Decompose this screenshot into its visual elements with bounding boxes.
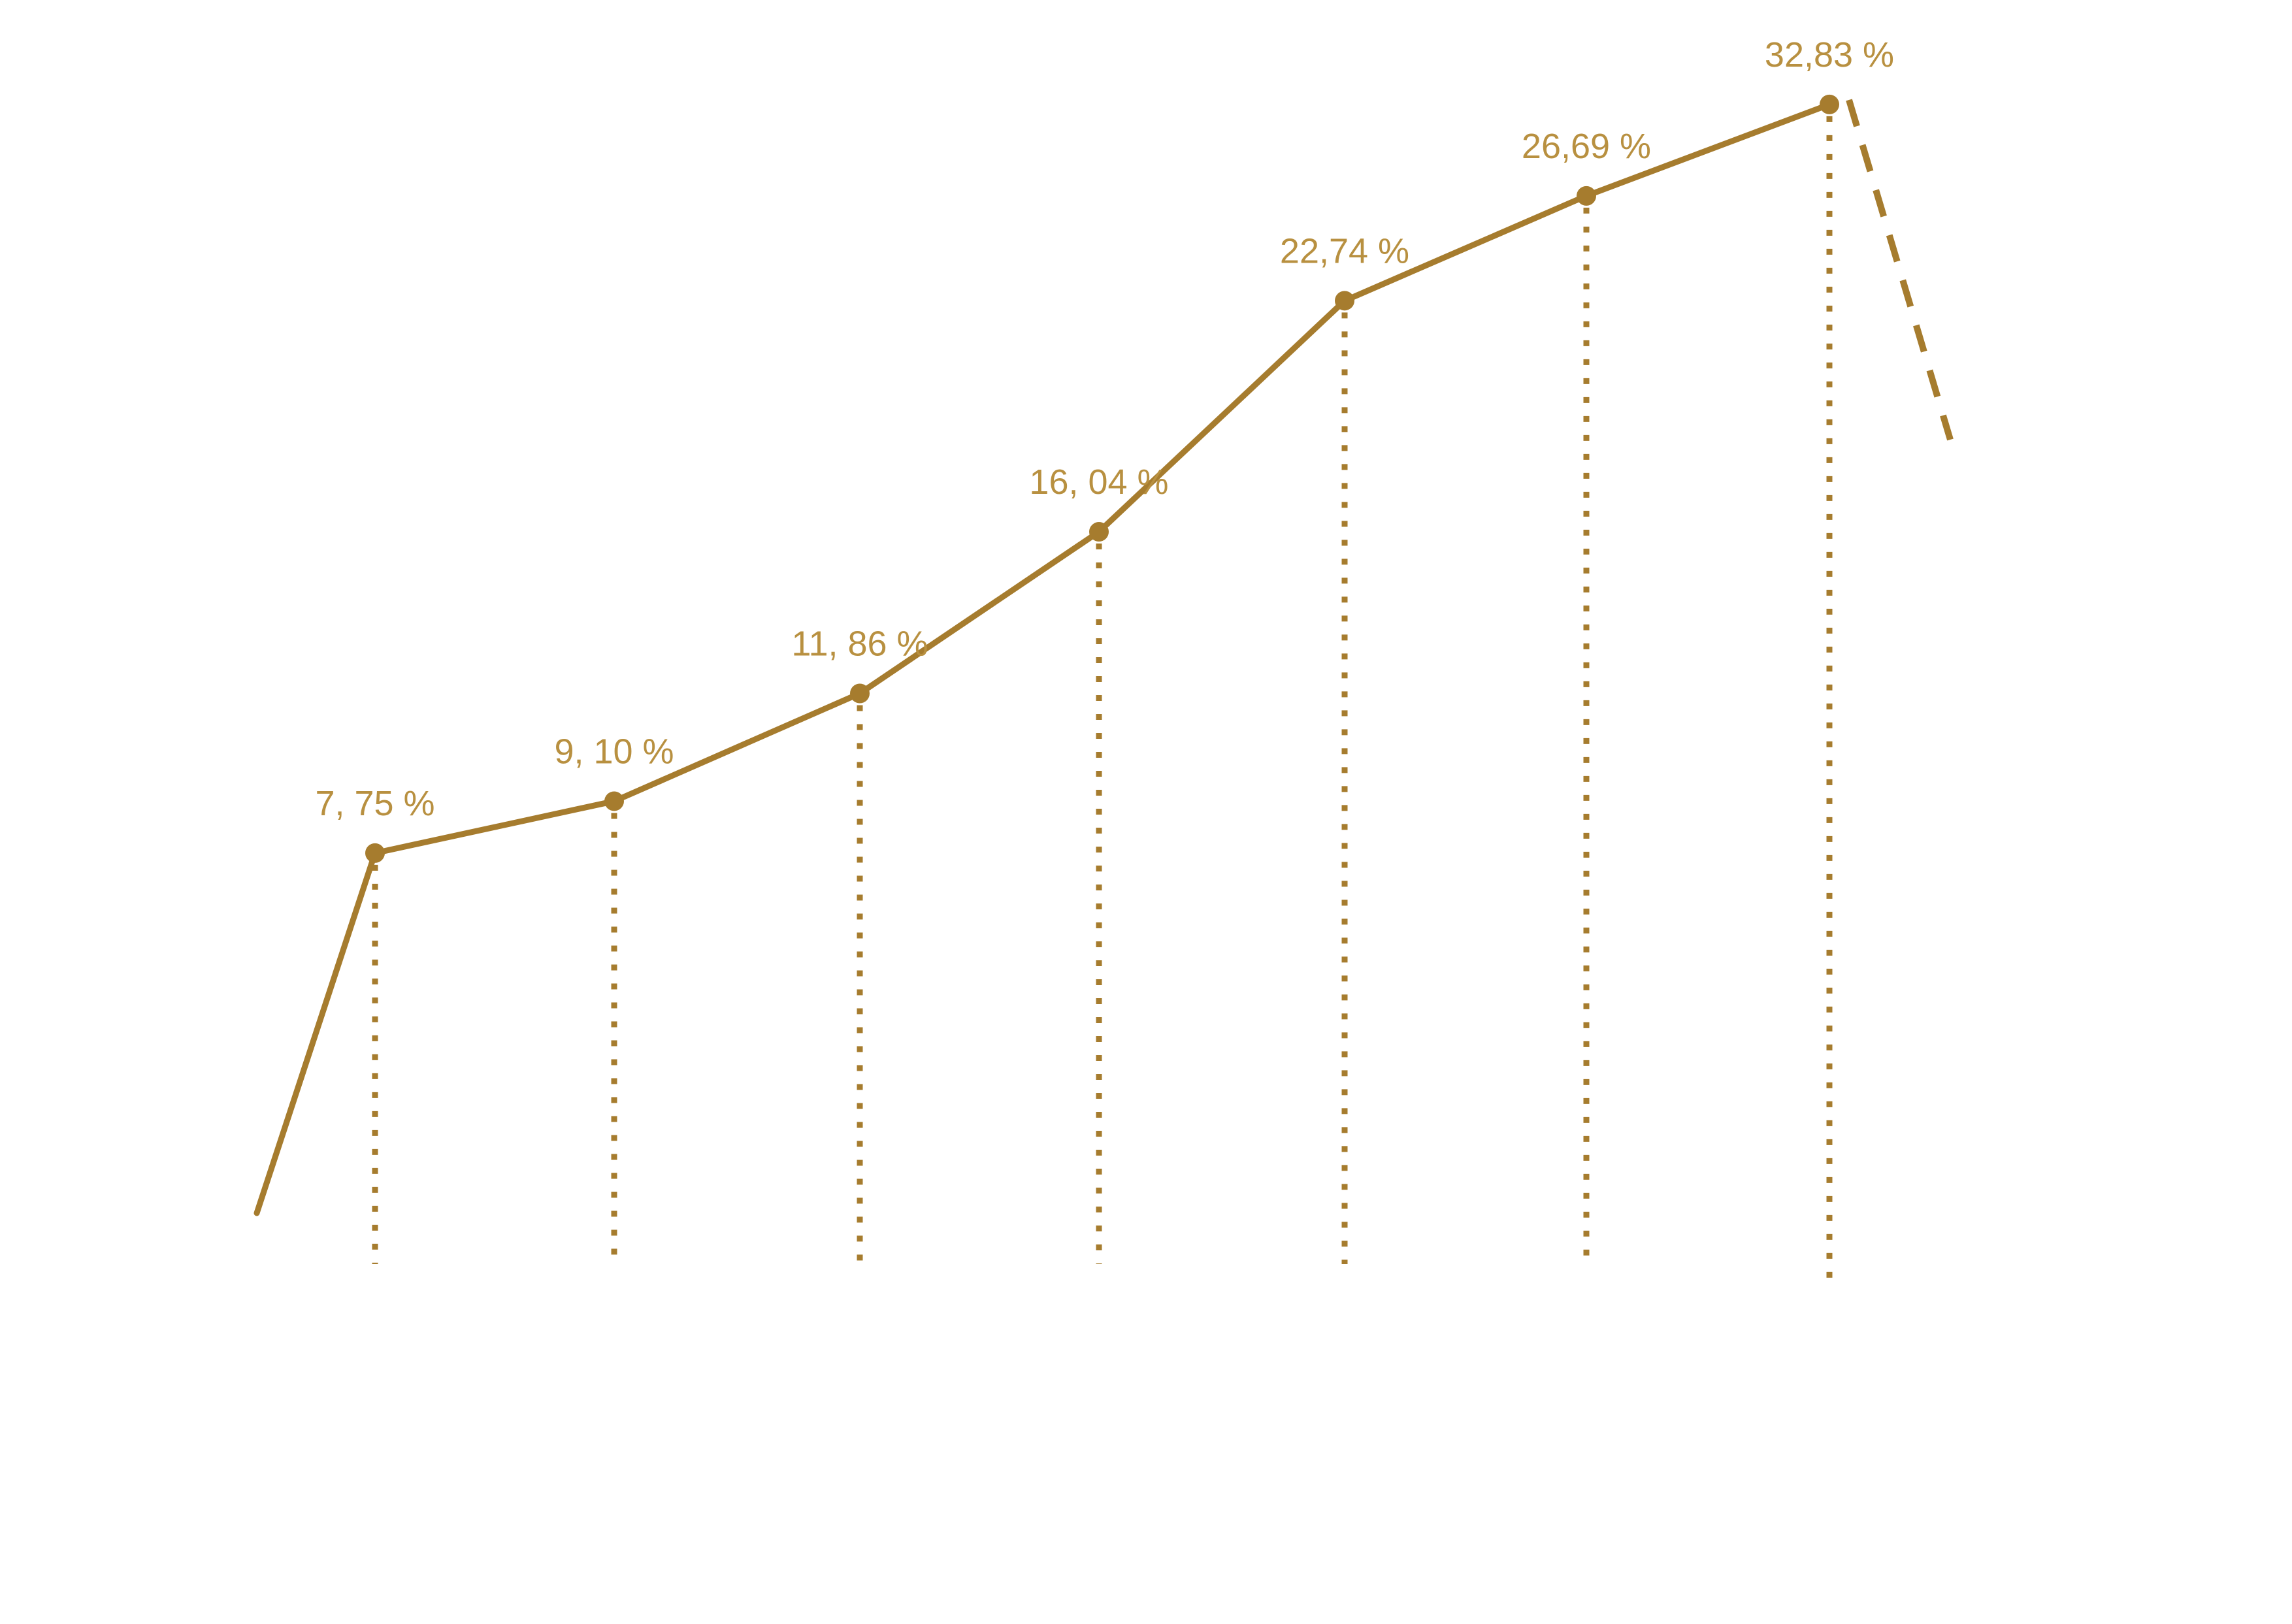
- data-label: 9, 10 %: [554, 732, 674, 771]
- data-point: [1335, 291, 1354, 311]
- data-labels: 7, 75 % 9, 10 % 11, 86 % 16, 04 % 22,74 % 26,…: [315, 35, 1894, 823]
- data-label: 7, 75 %: [315, 784, 434, 823]
- data-point: [1089, 522, 1109, 542]
- drop-lines: [372, 116, 1833, 1284]
- data-label: 22,74 %: [1280, 231, 1409, 270]
- lead-in-segment: [254, 850, 378, 1216]
- series-line: [254, 99, 1954, 1216]
- data-point: [1820, 94, 1839, 114]
- data-point: [850, 683, 870, 704]
- data-label: 11, 86 %: [791, 625, 928, 664]
- data-label: 26,69 %: [1522, 127, 1651, 166]
- data-points: [365, 94, 1839, 863]
- data-label: 32,83 %: [1765, 35, 1894, 74]
- trailing-dashed-segment: [1846, 99, 1954, 441]
- data-point: [604, 791, 624, 811]
- data-point: [1577, 186, 1596, 206]
- data-point: [365, 843, 385, 863]
- data-label: 16, 04 %: [1029, 463, 1168, 502]
